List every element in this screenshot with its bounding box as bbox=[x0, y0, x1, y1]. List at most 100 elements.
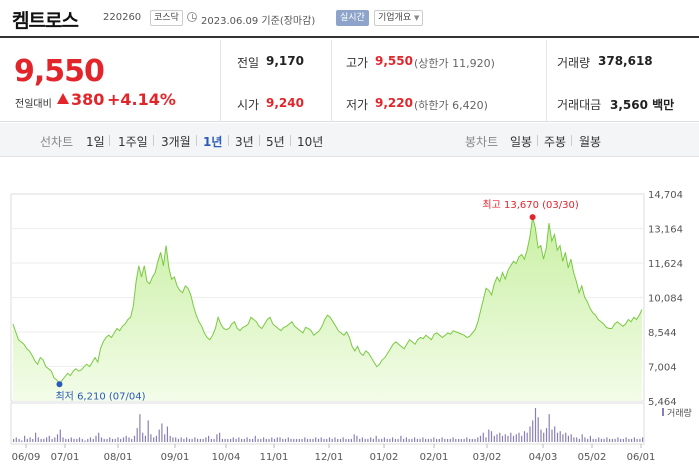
tab-1w[interactable]: 1주일 bbox=[118, 135, 148, 149]
volume-bar bbox=[89, 437, 92, 442]
base-date: 2023.06.09 기준(장마감) bbox=[201, 16, 316, 27]
tab-1y[interactable]: 1년 bbox=[203, 135, 223, 149]
volume-bar bbox=[306, 438, 309, 442]
y-tick-label: 10,084 bbox=[648, 294, 683, 305]
volume-bar bbox=[169, 435, 171, 442]
volume-bar bbox=[510, 432, 512, 442]
volume-bar bbox=[56, 434, 59, 442]
volume-bar bbox=[59, 429, 61, 442]
volume-bar bbox=[73, 438, 75, 442]
volume-bar bbox=[625, 437, 627, 442]
volume-bar bbox=[15, 437, 17, 442]
volume-bar bbox=[295, 438, 298, 442]
volume-bar bbox=[471, 438, 473, 442]
volume-bar bbox=[175, 437, 177, 442]
tab-monthly[interactable]: 월봉 bbox=[579, 135, 602, 149]
volume-bar bbox=[37, 437, 39, 442]
market-badge: 코스닥 bbox=[150, 10, 183, 26]
volume-bar bbox=[400, 435, 402, 442]
low-value: 9,220 bbox=[375, 96, 413, 110]
volume-bar bbox=[29, 437, 31, 442]
amount-value: 3,560 백만 bbox=[610, 98, 675, 112]
volume-bar bbox=[177, 438, 179, 442]
realtime-button[interactable]: 실시간 bbox=[336, 10, 369, 26]
volume-bar bbox=[386, 438, 388, 442]
volume-bar bbox=[403, 438, 405, 442]
volume-bar bbox=[273, 438, 276, 442]
volume-bar bbox=[43, 438, 45, 442]
volume-bar bbox=[155, 435, 157, 442]
volume-bar bbox=[265, 438, 267, 442]
high-annotation: 최고 13,670 (03/30) bbox=[482, 199, 578, 211]
tab-3m[interactable]: 3개월 bbox=[161, 135, 191, 149]
volume-bar bbox=[540, 429, 542, 442]
tab-5y[interactable]: 5년 bbox=[266, 135, 285, 149]
volume-bar bbox=[458, 438, 460, 442]
tab-weekly[interactable]: 주봉 bbox=[544, 135, 567, 149]
volume-bar bbox=[100, 437, 103, 442]
tab-divider bbox=[259, 135, 260, 146]
volume-bar bbox=[106, 438, 108, 442]
company-info-dropdown[interactable]: 기업개요 ▼ bbox=[374, 10, 424, 26]
x-axis: 06/09 07/01 08/01 09/01 10/04 11/01 12/01 01/02… bbox=[12, 444, 656, 463]
x-tick-label: 06/01 bbox=[627, 452, 656, 463]
tab-3y[interactable]: 3년 bbox=[235, 135, 254, 149]
y-tick-label: 5,464 bbox=[648, 397, 677, 408]
volume-bar bbox=[617, 437, 619, 442]
volume-bar bbox=[441, 437, 443, 442]
up-triangle-icon bbox=[57, 93, 69, 104]
volume-bar bbox=[523, 431, 526, 442]
volume-bar bbox=[436, 438, 438, 442]
y-tick-label: 11,624 bbox=[648, 259, 683, 270]
volume-bar bbox=[125, 435, 127, 442]
price-line bbox=[12, 217, 643, 386]
prev-close-label: 전일 bbox=[237, 56, 260, 70]
tab-10y[interactable]: 10년 bbox=[297, 135, 324, 149]
volume-bar bbox=[331, 438, 333, 442]
volume-bar bbox=[507, 435, 509, 442]
volume-bar bbox=[263, 437, 265, 442]
volume-bar bbox=[40, 438, 42, 442]
volume-bar bbox=[350, 438, 352, 442]
volume-bar bbox=[67, 438, 70, 442]
high-marker bbox=[529, 214, 536, 221]
volume-bar bbox=[573, 437, 575, 442]
volume-bar bbox=[578, 438, 580, 442]
volume-bar bbox=[221, 438, 223, 442]
volume-bar bbox=[13, 438, 15, 442]
volume-bar bbox=[133, 435, 136, 442]
volume-bar bbox=[518, 432, 520, 442]
volume-bar bbox=[284, 438, 287, 442]
price-summary: 9,550 전일대비 380 +4.14% 전일 9,170 시가 9,240 … bbox=[0, 40, 699, 122]
volume-bar bbox=[416, 438, 418, 442]
volume-bar bbox=[230, 438, 232, 442]
volume-bar bbox=[202, 438, 204, 442]
volume-bar bbox=[62, 437, 64, 442]
tab-1d[interactable]: 1일 bbox=[86, 135, 105, 149]
volume-bar bbox=[216, 434, 218, 442]
volume-bar bbox=[469, 438, 471, 442]
tab-daily[interactable]: 일봉 bbox=[510, 135, 533, 149]
volume-bar bbox=[430, 438, 432, 442]
volume-bar bbox=[425, 438, 427, 442]
volume-bar bbox=[589, 435, 591, 442]
volume-value: 378,618 bbox=[598, 54, 653, 68]
stock-name[interactable]: 켐트로스 bbox=[12, 10, 79, 32]
volume-bar bbox=[81, 438, 83, 442]
volume-bar bbox=[128, 437, 130, 442]
stock-code: 220260 bbox=[103, 12, 142, 23]
price-change: 380 bbox=[71, 90, 105, 109]
x-tick-label: 07/01 bbox=[51, 452, 80, 463]
volume-bar bbox=[348, 438, 350, 442]
volume-bar bbox=[252, 438, 254, 442]
volume-bar bbox=[51, 438, 53, 442]
volume-bar bbox=[488, 429, 490, 442]
volume-bar bbox=[114, 438, 116, 442]
tab-divider bbox=[196, 135, 197, 146]
price-chart[interactable]: 14,70413,16411,62410,0848,5447,0045,464 … bbox=[0, 157, 699, 472]
volume-bar bbox=[633, 437, 635, 442]
y-tick-label: 8,544 bbox=[648, 328, 677, 339]
volume-bar bbox=[477, 437, 479, 442]
tab-divider bbox=[109, 135, 110, 146]
volume-bar bbox=[18, 438, 20, 442]
